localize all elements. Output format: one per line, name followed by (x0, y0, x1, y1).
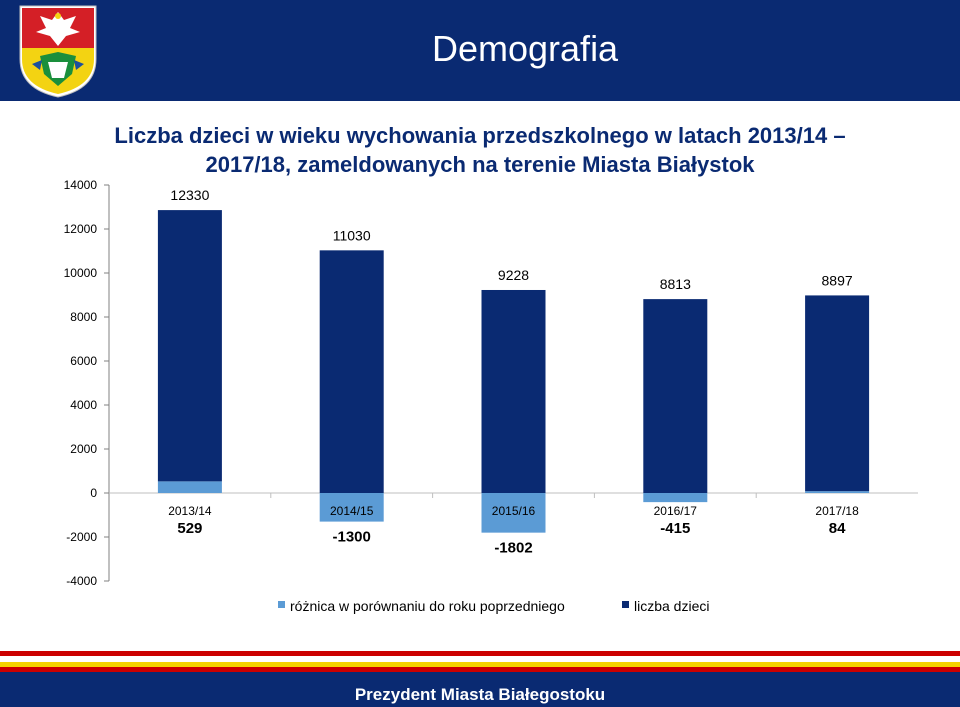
difference-bar (157, 481, 222, 493)
total-bar (481, 289, 546, 493)
total-bar (643, 299, 708, 493)
x-tick-label: 2016/17 (654, 504, 698, 518)
x-tick-label: 2015/16 (492, 504, 536, 518)
y-tick-label: 0 (90, 486, 97, 500)
difference-bar (481, 493, 546, 533)
y-tick-label: 4000 (70, 398, 97, 412)
total-value-label: 12330 (170, 187, 209, 203)
difference-value-label: -1300 (333, 529, 371, 546)
y-tick-label: -4000 (66, 574, 97, 588)
difference-value-label: 529 (177, 520, 202, 537)
city-coat-of-arms-icon (19, 5, 97, 98)
difference-bar (643, 493, 708, 503)
chart-title: Liczba dzieci w wieku wychowania przedsz… (70, 121, 890, 179)
legend-swatch-total (622, 601, 629, 608)
total-value-label: 11030 (333, 227, 371, 243)
y-tick-label: 2000 (70, 442, 97, 456)
total-value-label: 8813 (660, 276, 691, 292)
y-tick-label: -2000 (66, 530, 97, 544)
y-tick-label: 12000 (64, 222, 98, 236)
x-tick-label: 2017/18 (815, 504, 859, 518)
difference-value-label: -415 (660, 520, 690, 537)
footer-text: Prezydent Miasta Białegostoku (354, 685, 606, 704)
difference-bar (805, 491, 870, 493)
difference-value-label: 84 (829, 520, 846, 537)
y-tick-label: 10000 (64, 266, 98, 280)
slide-header: Demografia (0, 0, 960, 101)
y-tick-label: 6000 (70, 354, 97, 368)
total-bar (319, 250, 384, 493)
legend-label-total: liczba dzieci (634, 598, 709, 614)
bar-chart: -4000 -2000 0 2000 4000 6000 8000 10000 12000 140… (64, 178, 918, 614)
chart-title-line-2: 2017/18, zameldowanych na terenie Miasta… (205, 152, 755, 177)
total-bar (805, 295, 870, 492)
legend-swatch-difference (278, 601, 285, 608)
slide-title: Demografia (432, 28, 619, 69)
y-tick-label: 14000 (64, 178, 98, 192)
legend-label-difference: różnica w porównaniu do roku poprzednieg… (290, 598, 565, 614)
difference-value-label: -1802 (494, 540, 532, 557)
chart-title-line-1: Liczba dzieci w wieku wychowania przedsz… (114, 123, 846, 148)
total-value-label: 9228 (498, 267, 529, 283)
x-tick-label: 2014/15 (330, 504, 374, 518)
y-tick-label: 8000 (70, 310, 97, 324)
x-tick-label: 2013/14 (168, 504, 212, 518)
total-value-label: 8897 (822, 272, 853, 288)
footer-bar (0, 651, 960, 707)
total-bar (157, 210, 222, 482)
difference-bar (319, 493, 384, 522)
